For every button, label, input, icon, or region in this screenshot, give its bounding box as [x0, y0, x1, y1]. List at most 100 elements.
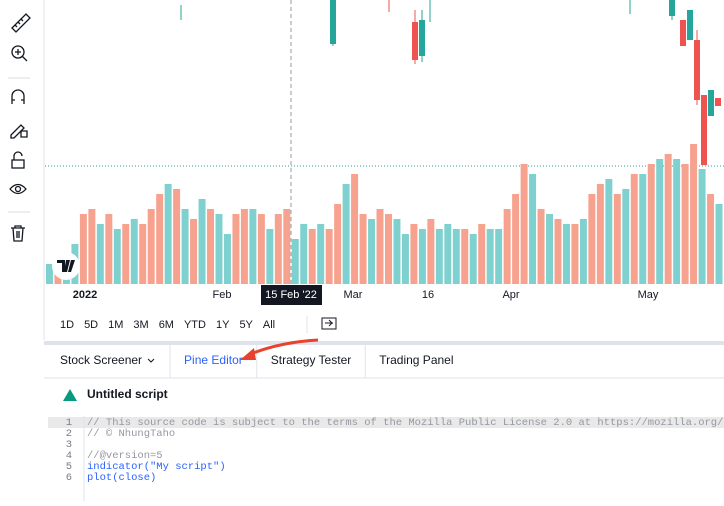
- time-label: Apr: [502, 289, 519, 301]
- volume-bar: [113, 229, 121, 284]
- volume-bar: [317, 224, 325, 284]
- volume-bar: [283, 209, 291, 284]
- volume-bar: [478, 224, 486, 284]
- volume-bar: [427, 219, 435, 284]
- volume-bar: [198, 199, 206, 284]
- volume-bar: [173, 189, 181, 284]
- volume-bar: [266, 229, 274, 284]
- line-number: 2: [66, 428, 72, 440]
- volume-bar: [240, 209, 248, 284]
- panel-divider: [44, 341, 724, 345]
- ruler-icon[interactable]: [11, 13, 31, 33]
- lock-icon[interactable]: [13, 151, 23, 160]
- volume-bar: [249, 209, 257, 284]
- volume-bar: [257, 214, 265, 284]
- volume-bar: [495, 229, 503, 284]
- code-line[interactable]: plot(close): [87, 472, 156, 484]
- period-button[interactable]: 1Y: [216, 319, 230, 331]
- magnet-icon[interactable]: [11, 89, 25, 104]
- date-range-icon[interactable]: [321, 317, 337, 330]
- volume-bar: [342, 184, 350, 284]
- tab[interactable]: Trading Panel: [379, 353, 453, 367]
- period-button[interactable]: 3M: [133, 319, 148, 331]
- volume-bar: [181, 209, 189, 284]
- script-title[interactable]: Untitled script: [87, 387, 168, 401]
- period-button[interactable]: YTD: [184, 319, 206, 331]
- volume-bar: [639, 174, 647, 284]
- time-label: Feb: [213, 289, 232, 301]
- volume-bar: [596, 184, 604, 284]
- volume-bar: [351, 174, 359, 284]
- volume-bar: [664, 154, 672, 284]
- volume-bar: [435, 229, 443, 284]
- line-number: 4: [66, 450, 72, 462]
- volume-bar: [401, 234, 409, 284]
- volume-bar: [376, 209, 384, 284]
- volume-bar: [207, 209, 214, 284]
- volume-bar: [512, 194, 520, 284]
- code-line[interactable]: //@version=5: [87, 450, 163, 462]
- volume-bar: [520, 164, 528, 284]
- volume-bar: [308, 229, 316, 284]
- volume-bar: [537, 209, 545, 284]
- period-button[interactable]: 1M: [108, 319, 123, 331]
- volume-bar: [452, 229, 460, 284]
- crosshair-badge: [261, 285, 322, 305]
- volume-bar: [410, 224, 418, 284]
- zoom-icon[interactable]: [15, 49, 28, 62]
- tab[interactable]: Stock Screener: [60, 353, 142, 367]
- period-button[interactable]: 6M: [159, 319, 174, 331]
- lock-draw-icon[interactable]: [10, 124, 28, 139]
- current-line: [48, 417, 724, 428]
- volume-bar: [554, 219, 562, 284]
- trash-icon[interactable]: [11, 225, 25, 242]
- period-button[interactable]: 5D: [84, 319, 98, 331]
- volume-bar: [715, 204, 723, 284]
- volume-bar: [630, 174, 638, 284]
- time-label: May: [638, 289, 659, 301]
- volume-bar: [690, 144, 698, 284]
- time-label: 16: [422, 289, 434, 301]
- annotation-arrowhead: [240, 348, 256, 360]
- tab[interactable]: Pine Editor: [184, 353, 243, 367]
- period-button[interactable]: All: [263, 319, 275, 331]
- volume-bar: [122, 224, 130, 284]
- volume-bar: [334, 204, 342, 284]
- period-button[interactable]: 5Y: [239, 319, 253, 331]
- volume-bar: [105, 214, 113, 284]
- code-line[interactable]: indicator("My script"): [87, 461, 226, 473]
- volume-bar: [368, 219, 376, 284]
- volume-bar: [46, 264, 53, 284]
- dropdown-chevron[interactable]: [147, 358, 155, 363]
- volume-bar: [673, 159, 681, 284]
- line-number: 6: [66, 472, 72, 484]
- tab[interactable]: Strategy Tester: [271, 353, 351, 367]
- volume-bar: [232, 214, 240, 284]
- volume-bar: [291, 239, 299, 284]
- volume-bar: [707, 194, 715, 284]
- time-label: 2022: [73, 289, 97, 301]
- volume-bar: [571, 224, 579, 284]
- code-line[interactable]: // © NhungTaho: [87, 428, 175, 440]
- volume-bar: [359, 214, 367, 284]
- volume-bar: [147, 209, 155, 284]
- toolbar-icons: [8, 13, 31, 242]
- volume-bar: [546, 214, 553, 284]
- volume-bar: [300, 224, 308, 284]
- tv-logo: [52, 252, 80, 280]
- volume-bar: [444, 224, 452, 284]
- eye-icon[interactable]: [14, 185, 22, 193]
- volume-bar: [461, 229, 469, 284]
- volume-bar: [613, 194, 621, 284]
- code-line[interactable]: // This source code is subject to the te…: [87, 417, 724, 429]
- volume-bar: [469, 234, 477, 284]
- time-label: Mar: [344, 289, 363, 301]
- period-button[interactable]: 1D: [60, 319, 74, 331]
- volume-bar: [325, 229, 333, 284]
- volume-bar: [529, 174, 537, 284]
- volume-bar: [79, 214, 87, 284]
- volume-bar: [274, 214, 282, 284]
- volume-bar: [164, 184, 172, 284]
- volume-bar: [215, 214, 223, 284]
- volume-bar: [647, 164, 655, 284]
